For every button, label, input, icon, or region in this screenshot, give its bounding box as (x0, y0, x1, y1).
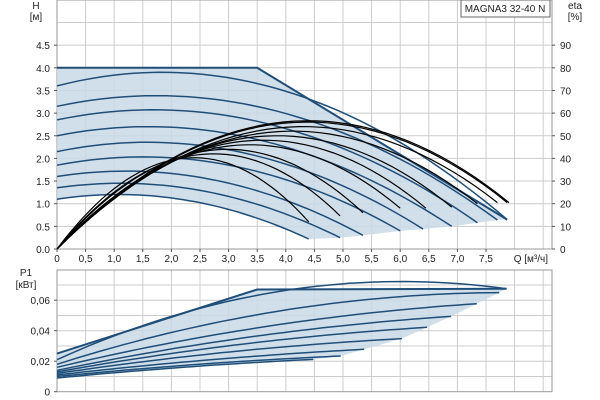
y2-tick-label: 70 (560, 86, 572, 97)
x-axis-label: Q [м³/ч] (514, 254, 549, 265)
power-curve (56, 291, 500, 366)
x-tick-label: 2,5 (193, 254, 207, 265)
head-curve (56, 156, 401, 232)
title-box (460, 0, 551, 18)
head-curve (56, 94, 498, 221)
x-tick-label: 3,5 (250, 254, 264, 265)
p-tick-label: 0,04 (31, 327, 51, 338)
y-tick-label: 3.5 (36, 86, 50, 97)
head-curve (56, 182, 341, 239)
p-axis-label: P1 (20, 268, 33, 279)
head-curve (56, 193, 310, 240)
x-tick-label: 7,0 (450, 254, 464, 265)
max-head-curve (57, 66, 508, 221)
power-curve (56, 315, 452, 372)
efficiency-curve (56, 125, 498, 250)
y-tick-label: 0.5 (36, 222, 50, 233)
x-tick-label: 1,0 (107, 254, 121, 265)
y-tick-label: 2.0 (36, 154, 50, 165)
y-tick-label: 3.0 (36, 109, 50, 120)
y-tick-label: 1.0 (36, 200, 50, 211)
y2-tick-label: 20 (560, 200, 572, 211)
head-curve (56, 170, 364, 237)
y2-axis-unit: [%] (568, 12, 583, 23)
y2-tick-label: 30 (560, 177, 572, 188)
x-tick-label: 6,5 (422, 254, 436, 265)
x-tick-label: 4,0 (279, 254, 293, 265)
efficiency-curve (56, 120, 510, 250)
p-tick-label: 0,06 (31, 296, 51, 307)
x-tick-label: 4,5 (307, 254, 321, 265)
y2-tick-label: 0 (560, 245, 566, 256)
y2-tick-label: 40 (560, 154, 572, 165)
x-tick-label: 5,0 (336, 254, 350, 265)
y-axis-unit: [м] (30, 12, 43, 23)
x-tick-label: 3,0 (222, 254, 236, 265)
x-tick-label: 1,5 (136, 254, 150, 265)
x-tick-label: 7,5 (479, 254, 493, 265)
p-axis-unit: [кВт] (16, 280, 37, 291)
x-tick-label: 5,5 (365, 254, 379, 265)
power-curve (56, 302, 477, 369)
head-curve (56, 125, 453, 227)
y-tick-label: 2.5 (36, 132, 50, 143)
x-tick-label: 6,0 (393, 254, 407, 265)
y2-tick-label: 50 (560, 132, 572, 143)
p-tick-label: 0 (44, 388, 50, 399)
y-tick-label: 0.0 (36, 245, 50, 256)
y-tick-label: 1.5 (36, 177, 50, 188)
head-curve (56, 141, 424, 230)
power-curve (56, 326, 428, 373)
efficiency-curve (56, 148, 364, 250)
y2-tick-label: 10 (560, 222, 572, 233)
chart-title-text: MAGNA3 32-40 N (465, 4, 546, 15)
power-curve (56, 337, 402, 375)
y2-axis-label: eta (568, 1, 582, 12)
x-tick-label: 2,0 (164, 254, 178, 265)
head-curve (56, 71, 508, 221)
efficiency-curve (56, 157, 310, 250)
power-curve (56, 355, 341, 378)
power-curve (56, 348, 365, 376)
efficiency-curve (56, 153, 341, 250)
max-power-curve (56, 287, 507, 355)
x-tick-label: 0 (54, 254, 60, 265)
y2-tick-label: 80 (560, 64, 572, 75)
y-axis-label: H (32, 1, 39, 12)
y-tick-label: 4.5 (36, 41, 50, 52)
p-tick-label: 0,02 (31, 357, 51, 368)
power-curve (56, 358, 314, 379)
y-tick-label: 4.0 (36, 64, 50, 75)
y2-tick-label: 60 (560, 109, 572, 120)
y2-tick-label: 90 (560, 41, 572, 52)
x-tick-label: 0,5 (79, 254, 93, 265)
